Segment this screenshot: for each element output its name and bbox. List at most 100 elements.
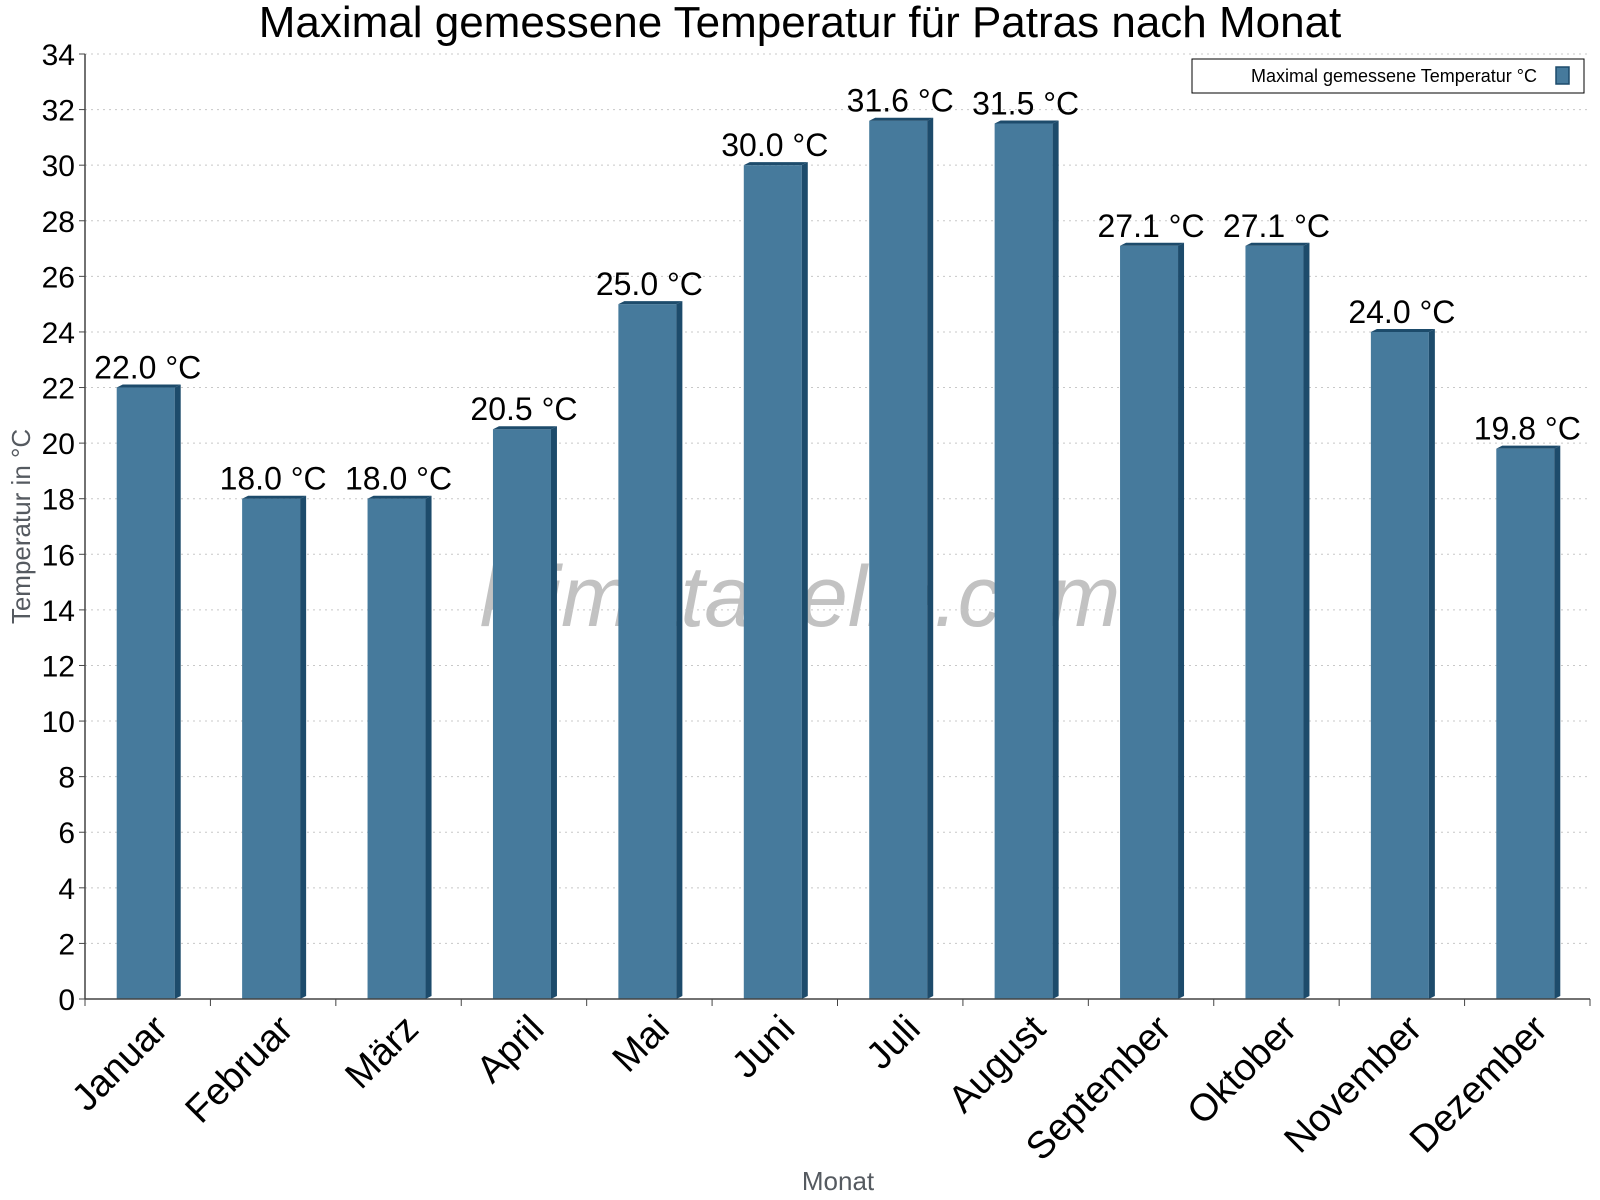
y-tick-label: 32 <box>42 95 75 128</box>
chart-title: Maximal gemessene Temperatur für Patras … <box>259 0 1342 47</box>
y-tick-label: 4 <box>58 873 75 906</box>
bar-side <box>927 117 934 1000</box>
bar-front <box>994 123 1053 999</box>
data-label: 31.5 °C <box>972 85 1079 121</box>
y-tick-label: 34 <box>42 39 75 72</box>
legend: Maximal gemessene Temperatur °C <box>1191 58 1585 94</box>
data-label: 31.6 °C <box>847 83 954 119</box>
bar <box>618 301 683 999</box>
bar-front <box>367 498 426 999</box>
x-tick-label: Oktober <box>1180 1007 1306 1133</box>
x-tick-label: Dezember <box>1402 1007 1556 1161</box>
bar <box>116 384 181 999</box>
y-tick-label: 10 <box>42 706 75 739</box>
y-tick-label: 8 <box>58 762 75 795</box>
bar <box>1496 445 1561 999</box>
data-label: 25.0 °C <box>596 266 703 302</box>
bars <box>116 117 1561 1000</box>
x-tick-label: August <box>941 1007 1055 1121</box>
y-tick-label: 22 <box>42 373 75 406</box>
x-tick-label: Januar <box>64 1007 176 1119</box>
bar-side <box>1554 445 1561 999</box>
x-tick-label: Juni <box>724 1008 803 1087</box>
bar-top <box>994 120 1059 124</box>
x-tick-label: Juli <box>859 1008 929 1078</box>
data-label: 18.0 °C <box>345 461 452 497</box>
bar-side <box>1052 120 1059 999</box>
y-tick-label: 6 <box>58 817 75 850</box>
legend-box <box>1191 58 1585 94</box>
bar-top <box>1245 242 1310 246</box>
bar <box>994 120 1059 999</box>
bar <box>1370 328 1435 999</box>
bar-top <box>743 162 808 166</box>
bar-side <box>174 384 181 999</box>
bar-front <box>1370 331 1429 999</box>
data-labels: 22.0 °C 18.0 °C 18.0 °C 20.5 °C 25.0 °C 30.0 … <box>94 83 1581 497</box>
data-label: 27.1 °C <box>1223 208 1330 244</box>
bar-side <box>1178 242 1185 999</box>
bar <box>1120 242 1185 999</box>
bar-side <box>1303 242 1310 999</box>
bar-top <box>1370 328 1435 332</box>
bar-front <box>618 304 677 999</box>
bar <box>1245 242 1310 999</box>
data-label: 18.0 °C <box>220 461 327 497</box>
x-tick-label: Februar <box>178 1007 302 1131</box>
y-tick-label: 12 <box>42 650 75 683</box>
data-label: 27.1 °C <box>1098 208 1205 244</box>
x-tick-label: April <box>469 1008 552 1091</box>
y-tick-label: 2 <box>58 928 75 961</box>
bar <box>869 117 934 1000</box>
y-tick-label: 20 <box>42 428 75 461</box>
data-label: 22.0 °C <box>94 350 201 386</box>
bar-front <box>1496 448 1555 999</box>
bar-front <box>242 498 301 999</box>
bar <box>743 162 808 1000</box>
y-tick-label: 26 <box>42 261 75 294</box>
y-tick-label: 14 <box>42 595 75 628</box>
x-axis-title: Monat <box>802 1166 875 1196</box>
bar-front <box>492 429 551 999</box>
bar-front <box>1120 245 1179 999</box>
y-tick-label: 28 <box>42 206 75 239</box>
bar-top <box>1496 445 1561 449</box>
data-label: 20.5 °C <box>470 391 577 427</box>
bar <box>367 495 432 999</box>
bar-top <box>492 426 557 430</box>
bar-side <box>1428 328 1435 999</box>
bar-top <box>116 384 181 388</box>
bar-top <box>367 495 432 499</box>
bar-side <box>300 495 307 999</box>
y-tick-label: 30 <box>42 150 75 183</box>
bar <box>492 426 557 999</box>
legend-swatch <box>1555 66 1570 85</box>
x-axis-ticks: Januar Februar März April Mai Juni Juli AugustS… <box>64 999 1591 1169</box>
bar-top <box>1120 242 1185 246</box>
bar-front <box>1245 245 1304 999</box>
bar <box>242 495 307 999</box>
bar-side <box>801 162 808 1000</box>
bar-side <box>425 495 432 999</box>
bar-front <box>116 387 175 999</box>
y-axis-title: Temperatur in °C <box>6 429 36 624</box>
y-tick-label: 18 <box>42 484 75 517</box>
y-tick-label: 16 <box>42 539 75 572</box>
x-tick-label: Mai <box>605 1008 678 1081</box>
data-label: 30.0 °C <box>721 127 828 163</box>
y-tick-label: 0 <box>58 984 75 1017</box>
gridlines <box>85 53 1590 944</box>
bar-front <box>743 165 802 1000</box>
bar-side <box>676 301 683 999</box>
bar-top <box>242 495 307 499</box>
legend-label: Maximal gemessene Temperatur °C <box>1251 66 1537 86</box>
bar-front <box>869 120 928 1000</box>
bar-top <box>869 117 934 121</box>
bar-side <box>550 426 557 999</box>
bar-top <box>618 301 683 305</box>
data-label: 19.8 °C <box>1474 411 1581 447</box>
x-tick-label: März <box>337 1008 426 1097</box>
